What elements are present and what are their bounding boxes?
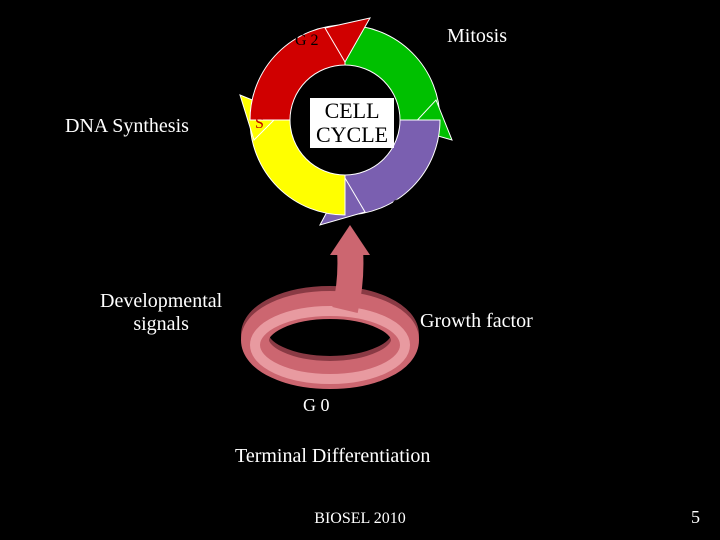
phase-s-letter: S bbox=[255, 115, 264, 132]
developmental-signals-label: Developmental signals bbox=[100, 290, 222, 336]
dna-synthesis-label: DNA Synthesis bbox=[65, 115, 189, 138]
g0-up-arrow-head bbox=[330, 225, 370, 255]
g0-label: G 0 bbox=[303, 395, 330, 416]
growth-factor-label: Growth factor bbox=[420, 310, 533, 333]
slide-number: 5 bbox=[691, 507, 700, 528]
cell-cycle-title-line2: CYCLE bbox=[316, 122, 388, 147]
dev-line2: signals bbox=[133, 313, 189, 335]
g0-up-arrow-shaft bbox=[345, 250, 350, 310]
dev-line1: Developmental bbox=[100, 290, 222, 312]
terminal-diff-label: Terminal Differentiation bbox=[235, 445, 430, 468]
cell-cycle-title-line1: CELL bbox=[325, 98, 380, 123]
footer-text: BIOSEL 2010 bbox=[314, 510, 405, 528]
phase-g1-letter: G 1 bbox=[392, 197, 416, 214]
phase-g2-letter: G 2 bbox=[295, 32, 319, 49]
mitosis-label: Mitosis bbox=[447, 25, 507, 48]
phase-m-letter: M bbox=[425, 47, 439, 64]
cell-cycle-title: CELL CYCLE bbox=[310, 98, 394, 148]
